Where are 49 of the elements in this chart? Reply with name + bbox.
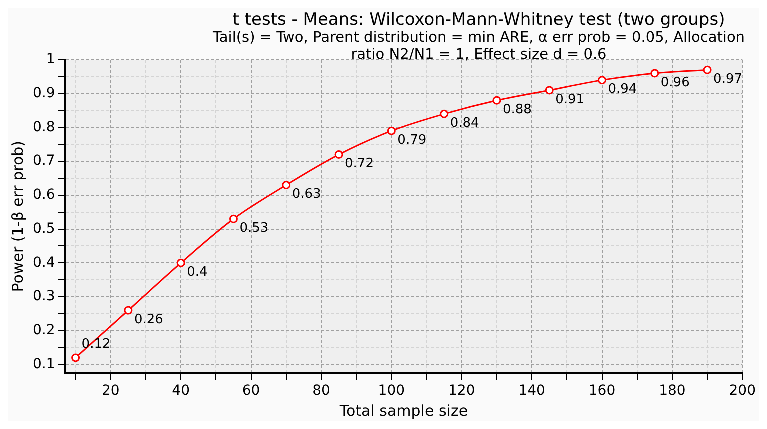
- y-tick-label: 0.3: [33, 288, 56, 305]
- point: [124, 306, 133, 315]
- point: [282, 181, 291, 190]
- data-label: 0.63: [292, 187, 322, 202]
- y-tick-label: 0.8: [33, 119, 56, 136]
- y-axis-title: Power (1-β err prob): [8, 140, 27, 292]
- y-tick-label: 0.5: [33, 220, 56, 237]
- point: [229, 214, 238, 224]
- x-tick-label: 80: [312, 383, 330, 400]
- data-label: 0.97: [714, 72, 742, 88]
- chart-subtitle: Tail(s) = Two, Parent distribution = min ARE, α err prob = 0.05, Allocation ratio N2/N1 = 1, Effect size d = 0.6: [212, 30, 746, 64]
- point: [387, 126, 396, 136]
- data-label: 0.84: [450, 116, 480, 132]
- data-label: 0.72: [345, 156, 374, 172]
- x-tick-label: 100: [378, 383, 406, 400]
- point: [176, 258, 186, 268]
- point: [72, 354, 80, 362]
- y-tick-label: 0.2: [33, 322, 56, 339]
- point: [703, 66, 712, 74]
- point: [440, 110, 449, 118]
- x-tick-label: 200: [729, 383, 756, 400]
- y-tick-label: 0.1: [33, 356, 56, 372]
- data-label: 0.88: [502, 102, 532, 118]
- x-tick-label: 140: [518, 383, 546, 400]
- y-tick-label: 0.4: [33, 254, 56, 271]
- x-tick-label: 60: [242, 383, 260, 400]
- point: [598, 76, 606, 85]
- x-axis-title: Total sample size: [338, 402, 468, 420]
- x-tick-label: 120: [448, 383, 476, 400]
- point: [650, 69, 660, 78]
- data-label: 0.91: [556, 92, 585, 108]
- y-tick-label: 0.6: [33, 187, 56, 204]
- x-tick-label: 180: [659, 383, 686, 400]
- point: [492, 96, 502, 105]
- y-tick-label: 0.9: [33, 86, 56, 102]
- y-tick-label: 1: [46, 52, 56, 68]
- chart-title: t tests - Means: Wilcoxon-Mann-Whitney test (two groups): [232, 10, 726, 30]
- x-tick-label: 160: [588, 383, 616, 400]
- data-label: 0.96: [660, 75, 690, 90]
- data-label: 0.26: [134, 312, 164, 328]
- point: [545, 86, 554, 95]
- data-label: 0.94: [608, 82, 638, 98]
- x-tick-label: 20: [102, 383, 120, 400]
- data-label: 0.4: [187, 265, 208, 280]
- data-label: 0.79: [398, 132, 427, 148]
- point: [334, 150, 344, 160]
- data-label: 0.53: [240, 221, 269, 236]
- x-tick-label: 40: [172, 383, 190, 400]
- y-tick-label: 0.7: [33, 153, 56, 170]
